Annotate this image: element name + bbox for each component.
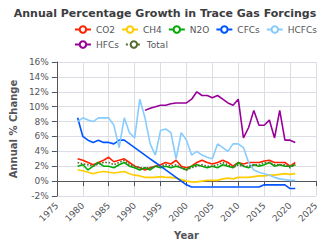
svg-text:1980: 1980 — [63, 200, 86, 223]
svg-text:4%: 4% — [35, 146, 50, 156]
svg-text:2%: 2% — [35, 161, 50, 171]
svg-text:Annual Percentage Growth in Tr: Annual Percentage Growth in Trace Gas Fo… — [14, 7, 317, 20]
svg-text:2005: 2005 — [193, 200, 216, 223]
svg-text:1975: 1975 — [37, 200, 60, 223]
svg-text:12%: 12% — [29, 87, 49, 97]
svg-text:CFCs: CFCs — [237, 25, 260, 35]
svg-text:2000: 2000 — [167, 200, 190, 223]
svg-text:0%: 0% — [35, 176, 50, 186]
svg-text:-2%: -2% — [31, 191, 49, 201]
svg-text:1985: 1985 — [89, 200, 112, 223]
svg-text:1995: 1995 — [141, 200, 164, 223]
svg-text:10%: 10% — [29, 102, 49, 112]
svg-text:2015: 2015 — [244, 200, 267, 223]
svg-text:2020: 2020 — [270, 200, 293, 223]
svg-text:1990: 1990 — [115, 200, 138, 223]
svg-text:N2O: N2O — [190, 25, 210, 35]
svg-text:Year: Year — [173, 230, 199, 241]
svg-text:CH4: CH4 — [143, 25, 162, 35]
svg-text:6%: 6% — [35, 131, 50, 141]
svg-text:HCFCs: HCFCs — [288, 25, 318, 35]
svg-text:Annual % Change: Annual % Change — [8, 80, 19, 179]
svg-text:16%: 16% — [29, 57, 49, 67]
svg-text:CO2: CO2 — [96, 25, 115, 35]
svg-text:2010: 2010 — [219, 200, 242, 223]
svg-text:2025: 2025 — [296, 200, 319, 223]
svg-text:14%: 14% — [29, 72, 49, 82]
svg-text:HFCs: HFCs — [96, 40, 119, 50]
svg-text:8%: 8% — [35, 117, 50, 127]
svg-text:Total: Total — [146, 40, 168, 50]
